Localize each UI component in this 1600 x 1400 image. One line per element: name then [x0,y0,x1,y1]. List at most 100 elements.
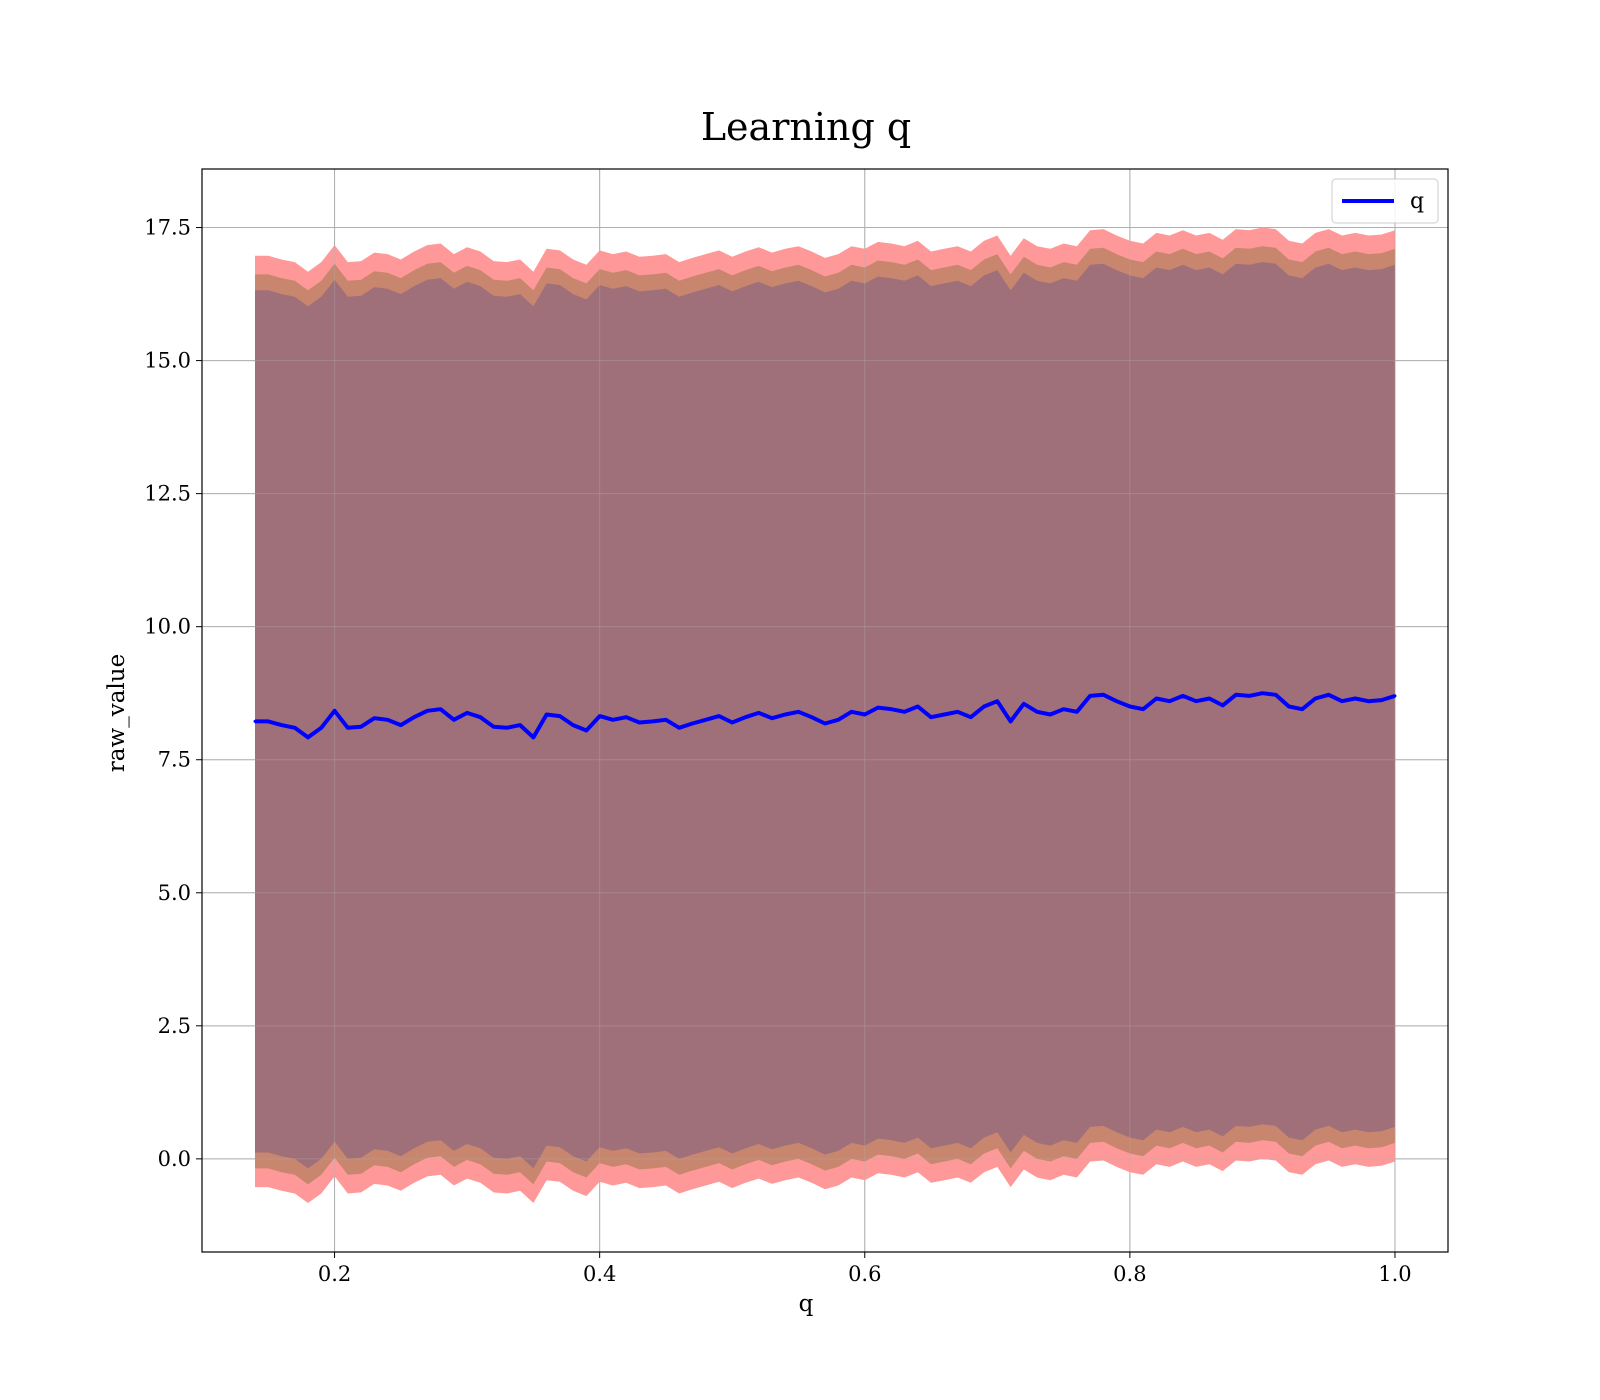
series-point-q-14 [439,707,443,711]
series-point-q-17 [478,715,482,719]
series-point-q-44 [836,718,840,722]
plot-area: 0.2 0.4 0.6 0.8 1.0 0.0 2.5 5.0 7.5 10.0 12.5 15.0 1… [144,168,1449,1286]
series-point-q-15 [452,718,456,722]
series-point-q-58 [1022,702,1026,706]
chart-title: Learning q [701,105,911,149]
series-point-q-13 [425,709,429,713]
series-point-q-71 [1194,699,1198,703]
series-point-q-83 [1353,697,1357,701]
series-point-q-66 [1128,705,1132,709]
series-point-q-39 [770,716,774,720]
legend-label-q: q [1410,189,1424,214]
series-point-q-7 [346,726,350,730]
series-point-q-80 [1313,697,1317,701]
series-point-q-53 [956,710,960,714]
confidence-band-2 [255,262,1395,1169]
y-tick-label-3: 7.5 [158,748,191,772]
x-axis-label: q [799,1291,814,1317]
series-point-q-43 [823,722,827,726]
series-point-q-62 [1075,710,1079,714]
series-point-q-18 [492,725,496,729]
series-point-q-21 [531,735,535,739]
series-point-q-51 [929,715,933,719]
series-point-q-63 [1088,694,1092,698]
series-point-q-30 [651,719,655,723]
series-point-q-28 [624,715,628,719]
series-point-q-46 [863,712,867,716]
series-point-q-32 [677,726,681,730]
series-point-q-27 [611,718,615,722]
series-point-q-26 [598,714,602,718]
series-point-q-57 [1009,719,1013,723]
series-point-q-23 [558,714,562,718]
series-point-q-41 [796,710,800,714]
series-point-q-60 [1048,712,1052,716]
series-point-q-86 [1393,694,1397,698]
series-point-q-4 [306,735,310,739]
series-point-q-65 [1115,699,1119,703]
series-point-q-38 [757,711,761,715]
series-point-q-68 [1154,697,1158,701]
series-point-q-25 [584,728,588,732]
series-point-q-59 [1035,710,1039,714]
y-axis-label: raw_value [104,654,130,772]
series-point-q-85 [1380,698,1384,702]
series-point-q-54 [969,715,973,719]
series-point-q-9 [372,716,376,720]
series-point-q-81 [1327,693,1331,697]
series-point-q-20 [518,723,522,727]
series-point-q-31 [664,718,668,722]
series-point-q-67 [1141,707,1145,711]
series-point-q-47 [876,706,880,710]
series-point-q-19 [505,726,509,730]
y-tick-label-0: 0.0 [158,1147,191,1171]
series-point-q-64 [1101,693,1105,697]
series-point-q-70 [1181,694,1185,698]
y-tick-label-5: 12.5 [144,482,191,506]
series-point-q-52 [942,712,946,716]
y-tick-label-2: 5.0 [158,881,191,905]
x-tick-label-0: 0.2 [318,1262,351,1286]
series-point-q-82 [1340,699,1344,703]
series-point-q-3 [293,726,297,730]
series-point-q-34 [704,718,708,722]
series-point-q-10 [386,718,390,722]
y-tick-label-7: 17.5 [144,216,191,240]
axes-frame [201,168,1449,1253]
series-point-q-29 [637,720,641,724]
series-point-q-1 [266,719,270,723]
x-tick-label-2: 0.6 [848,1262,881,1286]
series-point-q-45 [850,710,854,714]
series-point-q-50 [916,705,920,709]
series-point-q-8 [359,725,363,729]
series-point-q-11 [399,723,403,727]
series-point-q-33 [690,722,694,726]
series-point-q-72 [1207,697,1211,701]
series-point-q-37 [743,715,747,719]
series-point-q-55 [982,705,986,709]
x-tick-label-1: 0.4 [583,1262,616,1286]
series-point-q-56 [995,699,999,703]
series-point-q-78 [1287,705,1291,709]
series-point-q-73 [1221,703,1225,707]
series-point-q-75 [1247,694,1251,698]
series-point-q-42 [810,715,814,719]
series-point-q-5 [319,726,323,730]
series-point-q-22 [545,712,549,716]
y-tick-label-1: 2.5 [158,1014,191,1038]
x-tick-label-3: 0.8 [1113,1262,1146,1286]
series-point-q-69 [1168,699,1172,703]
series-point-q-49 [903,710,907,714]
series-point-q-36 [730,720,734,724]
y-tick-label-6: 15.0 [144,349,191,373]
series-point-q-0 [253,719,257,723]
series-point-q-6 [333,709,337,713]
series-point-q-24 [571,723,575,727]
series-point-q-77 [1274,693,1278,697]
series-point-q-74 [1234,693,1238,697]
series-point-q-48 [889,707,893,711]
series-point-q-76 [1260,691,1264,695]
x-tick-label-4: 1.0 [1378,1262,1411,1286]
